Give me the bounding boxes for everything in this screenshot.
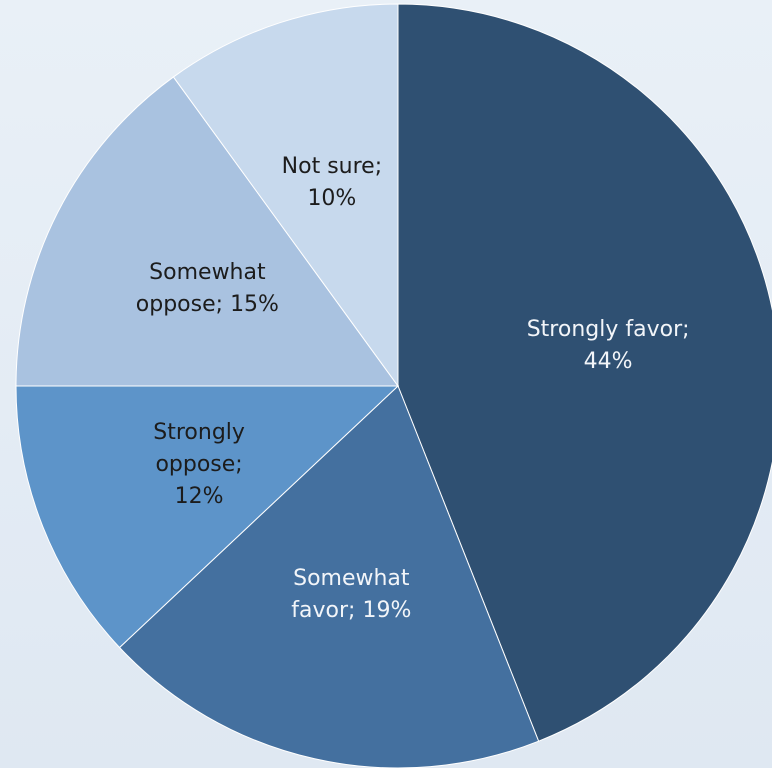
pie-slice <box>118 385 540 768</box>
pie-slice <box>15 76 399 387</box>
label-text: Strongly oppose; 12% <box>139 417 259 513</box>
slice-label: Strongly oppose; 12% <box>139 400 259 530</box>
slice-label: Somewhat oppose; 15% <box>132 224 282 354</box>
value-label: 15% <box>230 291 279 317</box>
slice-label-box: Somewhat favor; 19% <box>266 530 436 660</box>
label-text: Not sure; 10% <box>267 151 397 215</box>
pie-slice <box>15 385 400 649</box>
pie-slice <box>397 3 772 742</box>
category-label: Strongly oppose; <box>153 419 245 477</box>
value-label: 44% <box>583 348 633 374</box>
value-label: 10% <box>307 185 357 211</box>
category-label: Somewhat favor; <box>291 565 410 623</box>
slice-label-box: Strongly oppose; 12% <box>139 400 259 530</box>
label-text: Somewhat favor; 19% <box>266 563 436 627</box>
pie-slice <box>172 3 399 388</box>
category-label: Somewhat oppose; <box>135 259 266 317</box>
slice-label: Strongly favor; 44% <box>523 281 693 411</box>
slice-label: Not sure; 10% <box>267 118 397 248</box>
category-label: Not sure; <box>281 153 383 179</box>
slice-label: Somewhat favor; 19% <box>266 530 436 660</box>
category-label: Strongly favor; <box>526 316 690 342</box>
slice-label-box: Not sure; 10% <box>267 118 397 248</box>
label-text: Strongly favor; 44% <box>523 314 693 378</box>
slice-label-box: Somewhat oppose; 15% <box>132 224 282 354</box>
slice-label-box: Strongly favor; 44% <box>523 281 693 411</box>
value-label: 12% <box>174 483 224 509</box>
label-text: Somewhat oppose; 15% <box>132 257 282 321</box>
value-label: 19% <box>362 597 412 623</box>
